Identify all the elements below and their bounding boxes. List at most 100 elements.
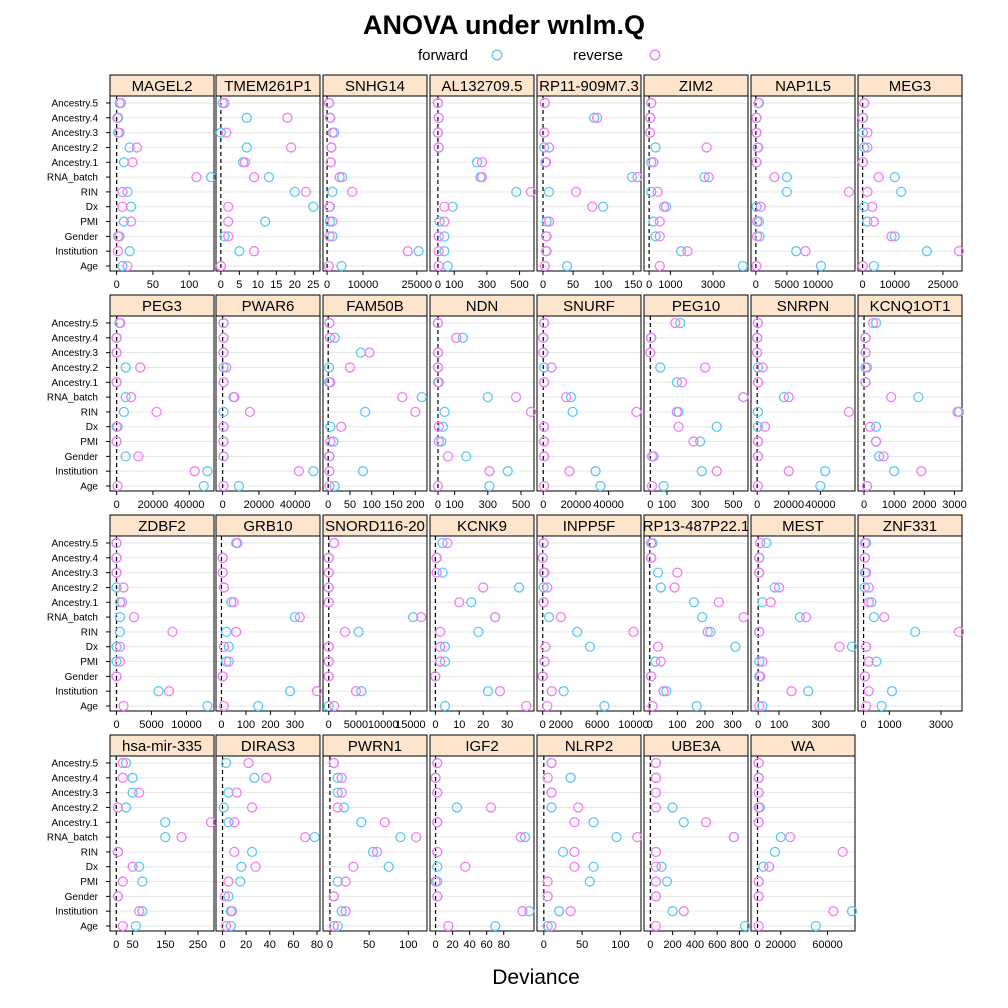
reverse-point <box>650 876 662 887</box>
forward-point <box>219 231 230 242</box>
reverse-point <box>752 317 764 329</box>
x-tick-label: 0 <box>432 939 438 951</box>
reverse-point <box>163 686 175 697</box>
reverse-point <box>783 466 794 477</box>
factor-label: Ancestry.1 <box>52 818 99 829</box>
panel-title: SNORD116-20 <box>325 518 425 535</box>
reverse-point <box>800 611 812 623</box>
x-tick-label: 20000 <box>773 499 804 511</box>
reverse-point <box>645 127 656 138</box>
forward-point <box>661 876 673 887</box>
reverse-point <box>350 686 362 697</box>
reverse-point <box>250 861 261 872</box>
reverse-point <box>327 216 338 227</box>
reverse-point <box>546 757 557 769</box>
forward-point <box>122 186 133 198</box>
panel-title: PWAR6 <box>242 298 295 315</box>
reverse-point <box>751 216 763 227</box>
forward-point <box>111 641 122 652</box>
reverse-point <box>539 567 550 578</box>
x-tick-label: 0 <box>435 279 441 291</box>
reverse-point <box>114 127 125 138</box>
panel-snrpn: SNRPN 0 20000 40000 <box>750 294 856 511</box>
forward-point <box>889 171 900 183</box>
reverse-point <box>570 186 582 198</box>
reverse-point <box>324 112 336 123</box>
x-tick-label: 0 <box>647 939 653 951</box>
reverse-point <box>218 347 229 358</box>
reverse-point <box>324 231 335 242</box>
reverse-point <box>364 347 375 358</box>
reverse-point <box>133 906 145 917</box>
reverse-point <box>753 772 764 783</box>
reverse-point <box>135 362 146 373</box>
reverse-point <box>539 97 550 109</box>
x-tick-label: 20 <box>446 939 458 951</box>
x-tick-label: 50 <box>344 499 356 511</box>
reverse-point <box>752 332 763 343</box>
forward-point <box>332 876 343 887</box>
x-tick-label: 10000 <box>618 719 649 731</box>
forward-point <box>413 246 424 257</box>
reverse-point <box>539 127 550 138</box>
reverse-point <box>218 700 230 712</box>
forward-point <box>910 626 921 638</box>
forward-point <box>218 406 229 418</box>
reverse-point <box>325 436 336 447</box>
reverse-point <box>323 641 334 652</box>
reverse-point <box>542 700 553 712</box>
reverse-point <box>752 347 763 358</box>
reverse-point <box>539 260 550 272</box>
factor-label: Gender <box>65 452 99 463</box>
x-tick-label: 40000 <box>280 499 311 511</box>
x-tick-label: 0 <box>114 279 120 291</box>
reverse-point <box>538 436 550 447</box>
reverse-point <box>628 626 639 638</box>
forward-point <box>889 466 900 477</box>
factor-label: Dx <box>86 642 98 653</box>
x-tick-label: 800 <box>730 939 748 951</box>
forward-point <box>235 876 246 887</box>
x-tick-label: 0 <box>219 939 225 951</box>
reverse-point <box>752 436 764 447</box>
x-tick-label: 10000 <box>171 719 202 731</box>
reverse-point <box>332 802 343 813</box>
reverse-point <box>433 421 444 432</box>
forward-point <box>543 611 555 623</box>
factor-label: Age <box>80 702 98 713</box>
forward-point <box>697 611 708 623</box>
forward-point <box>758 861 769 872</box>
reverse-point <box>484 466 495 477</box>
reverse-point <box>433 231 444 242</box>
reverse-point <box>751 112 762 123</box>
forward-point <box>655 582 666 593</box>
reverse-point <box>650 861 662 872</box>
reverse-point <box>646 480 658 492</box>
forward-point <box>451 802 463 813</box>
forward-point <box>584 876 595 887</box>
reverse-point <box>916 466 927 477</box>
forward-point <box>223 891 234 902</box>
panel-title: SNRPN <box>777 298 830 315</box>
reverse-point <box>682 246 693 257</box>
reverse-point <box>311 686 323 697</box>
forward-point <box>137 906 148 917</box>
reverse-point <box>879 611 890 623</box>
panel-title: GRB10 <box>243 518 292 535</box>
forward-point <box>695 436 706 447</box>
panel-frame <box>429 95 535 272</box>
forward-point <box>650 142 661 153</box>
x-tick-label: 150 <box>156 939 174 951</box>
reverse-point <box>218 377 229 388</box>
reverse-point <box>711 466 722 477</box>
forward-point <box>111 582 122 593</box>
forward-point <box>437 421 449 432</box>
reverse-point <box>485 802 497 813</box>
forward-point <box>367 846 379 858</box>
panel-title: PEG10 <box>672 298 720 315</box>
factor-label: Dx <box>86 422 98 433</box>
reverse-point <box>229 391 240 403</box>
panel-title: NAP1L5 <box>775 78 831 95</box>
forward-point <box>356 817 367 828</box>
reverse-point <box>223 656 234 667</box>
